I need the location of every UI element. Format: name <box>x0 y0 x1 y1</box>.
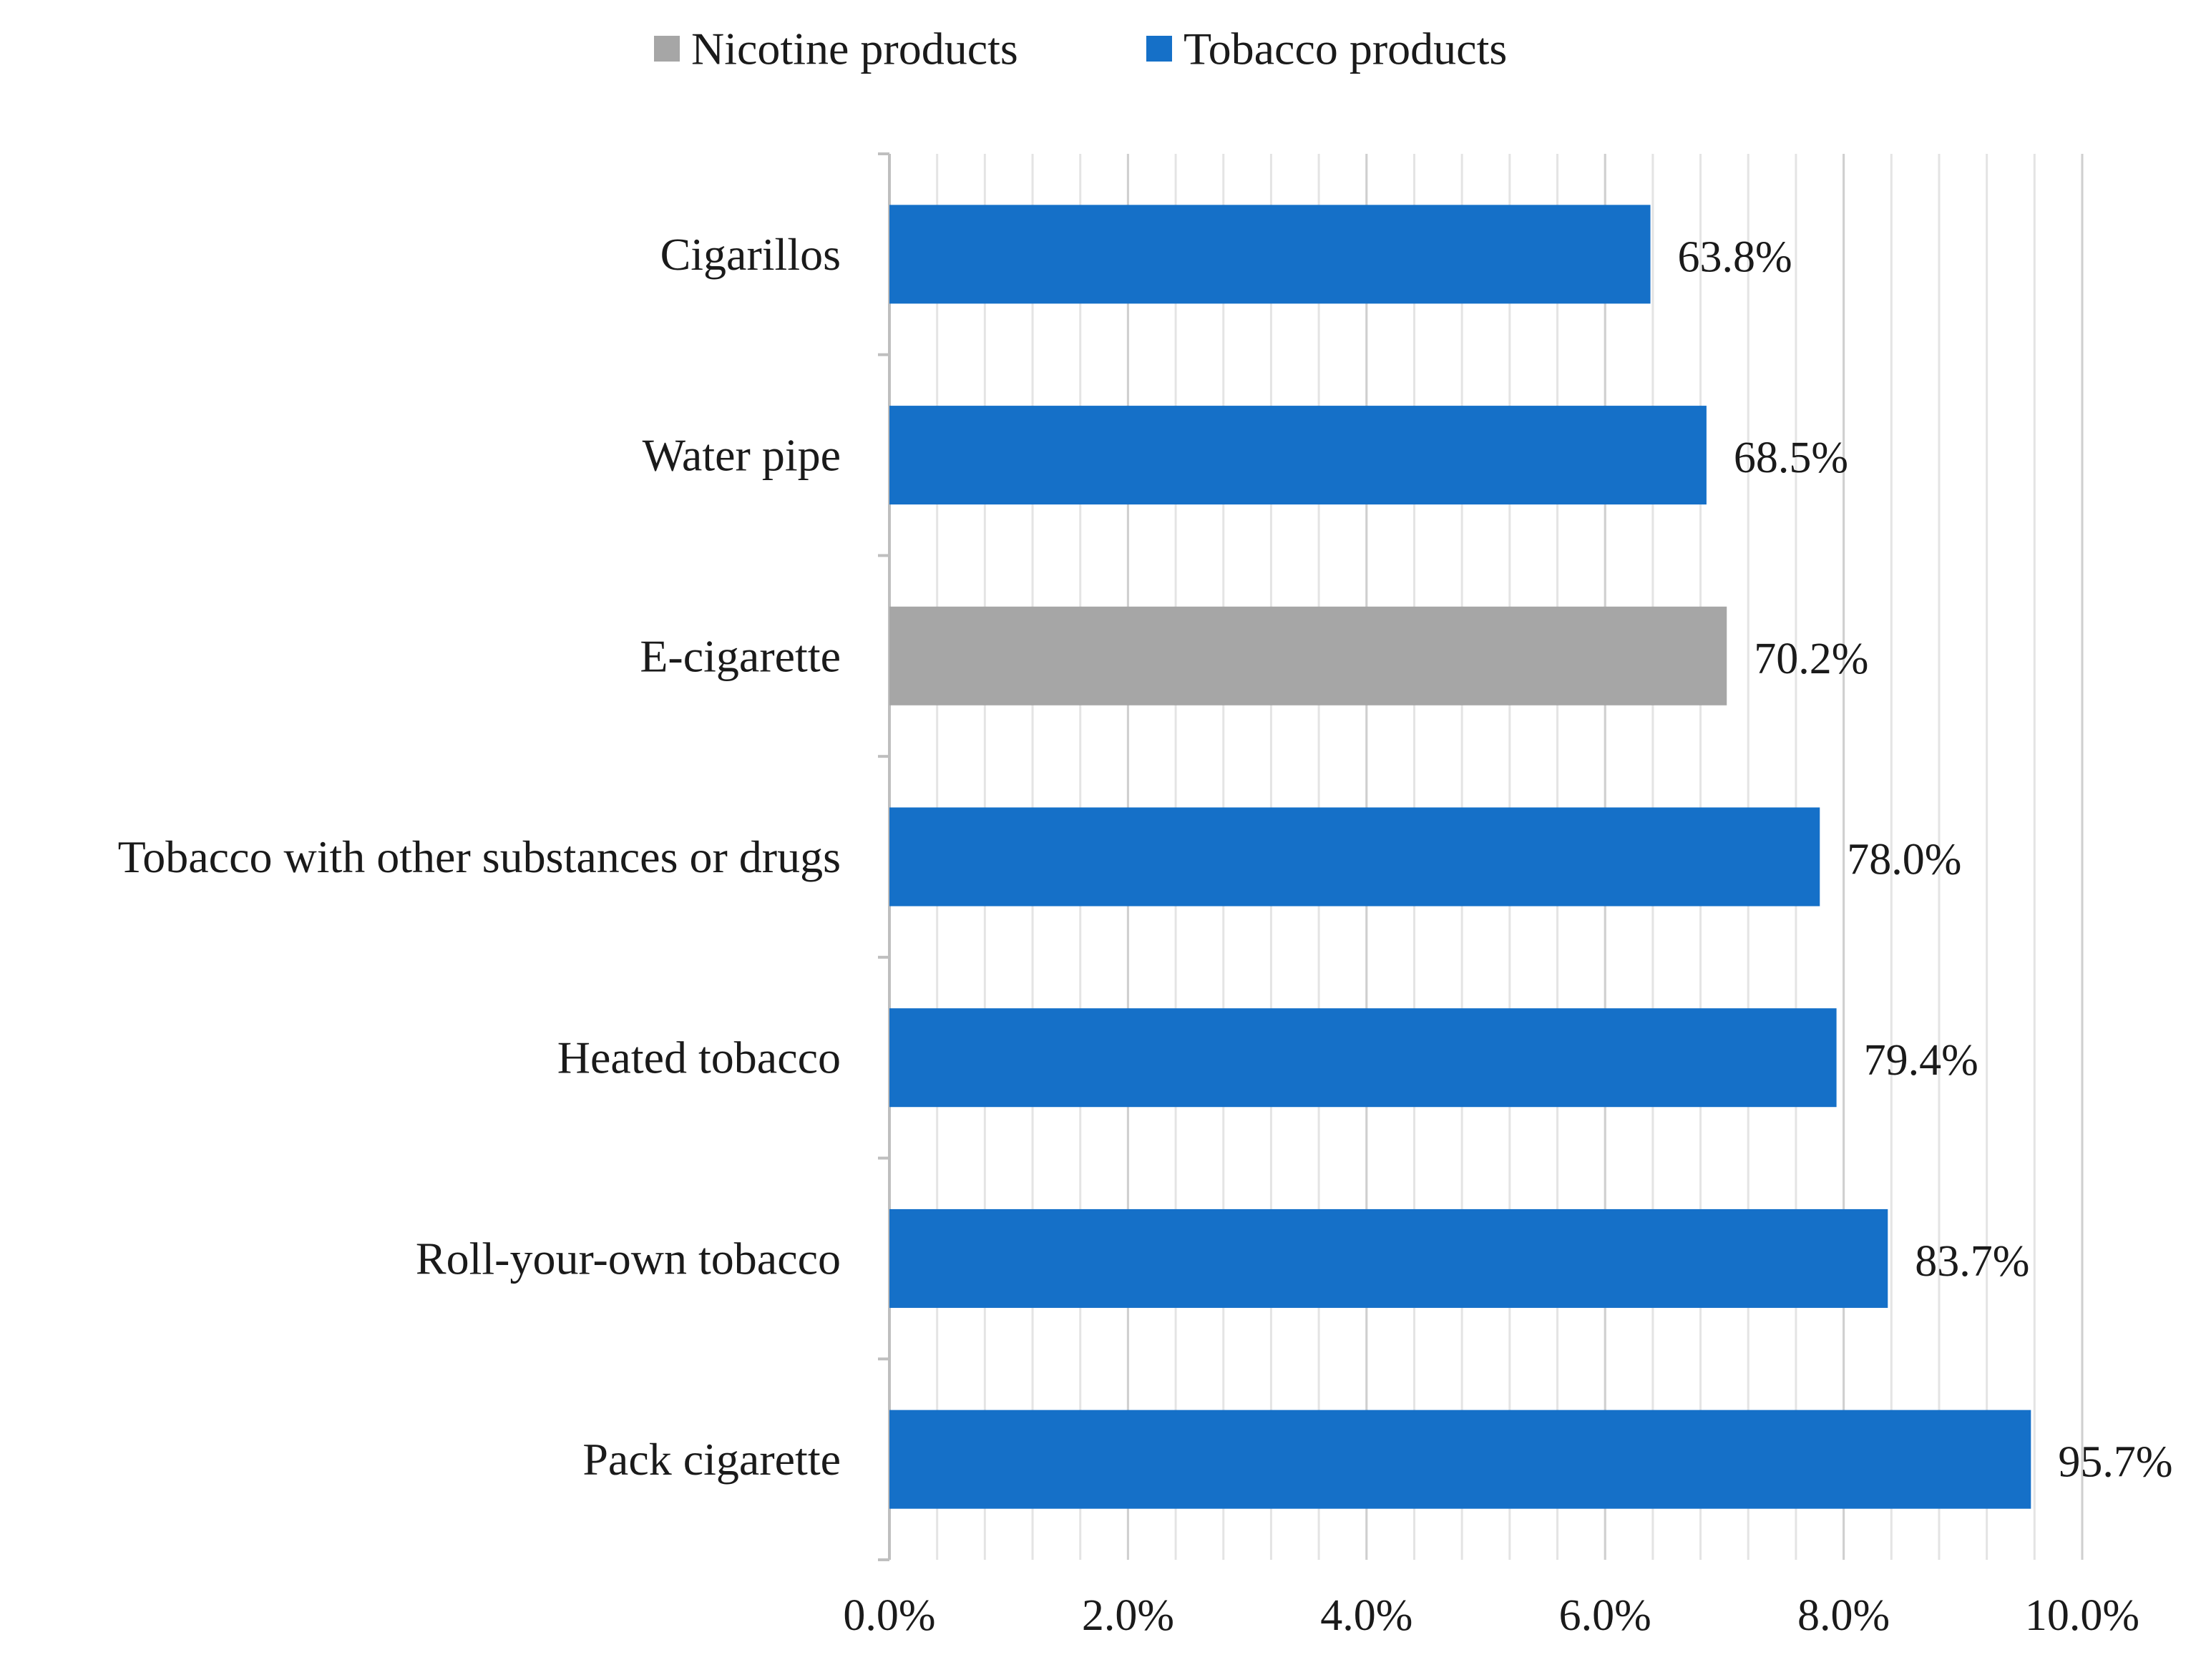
legend-label-nicotine-products: Nicotine products <box>691 24 1018 74</box>
data-label-tobacco-with-other-substances-or-drugs: 78.0% <box>1847 836 1961 884</box>
bar-pack-cigarette <box>889 1410 2031 1509</box>
bar-water-pipe <box>889 406 1707 505</box>
data-label-cigarillos: 63.8% <box>1678 233 1792 281</box>
data-label-e-cigarette: 70.2% <box>1754 635 1868 683</box>
x-tick-label: 6.0% <box>1559 1591 1651 1640</box>
x-tick-labels: 0.0% 2.0% 4.0% 6.0% 8.0% 10.0% <box>843 1591 2139 1640</box>
x-tick-label: 0.0% <box>843 1591 935 1640</box>
data-label-pack-cigarette: 95.7% <box>2058 1438 2172 1487</box>
category-label-tobacco-with-other-substances-or-drugs: Tobacco with other substances or drugs <box>118 831 841 882</box>
x-tick-label: 10.0% <box>2025 1591 2139 1640</box>
bars <box>889 205 2031 1509</box>
legend-label-tobacco-products: Tobacco products <box>1184 24 1507 74</box>
category-labels: Cigarillos Water pipe E-cigarette Tobacco w… <box>118 229 841 1485</box>
legend-swatch-tobacco-products <box>1146 36 1172 62</box>
category-label-e-cigarette: E-cigarette <box>640 630 841 681</box>
x-tick-label: 8.0% <box>1797 1591 1890 1640</box>
category-label-heated-tobacco: Heated tobacco <box>557 1032 841 1083</box>
category-label-roll-your-own-tobacco: Roll-your-own tobacco <box>416 1233 841 1284</box>
data-label-water-pipe: 68.5% <box>1734 434 1848 482</box>
bar-tobacco-with-other-substances-or-drugs <box>889 807 1820 907</box>
data-labels: 63.8% 68.5% 70.2% 78.0% 79.4% 83.7% 95.7% <box>1678 233 2173 1486</box>
data-label-roll-your-own-tobacco: 83.7% <box>1915 1237 2029 1286</box>
bar-roll-your-own-tobacco <box>889 1208 1888 1308</box>
legend: Nicotine products Tobacco products <box>654 24 1507 74</box>
bar-cigarillos <box>889 205 1651 304</box>
category-label-pack-cigarette: Pack cigarette <box>582 1434 841 1485</box>
data-label-heated-tobacco: 79.4% <box>1864 1036 1978 1085</box>
category-label-cigarillos: Cigarillos <box>660 229 841 280</box>
bar-heated-tobacco <box>889 1008 1837 1108</box>
legend-swatch-nicotine-products <box>654 36 680 62</box>
x-tick-label: 4.0% <box>1320 1591 1412 1640</box>
bar-e-cigarette <box>889 606 1727 705</box>
category-label-water-pipe: Water pipe <box>643 430 841 481</box>
x-tick-label: 2.0% <box>1082 1591 1174 1640</box>
axes <box>878 152 891 1561</box>
